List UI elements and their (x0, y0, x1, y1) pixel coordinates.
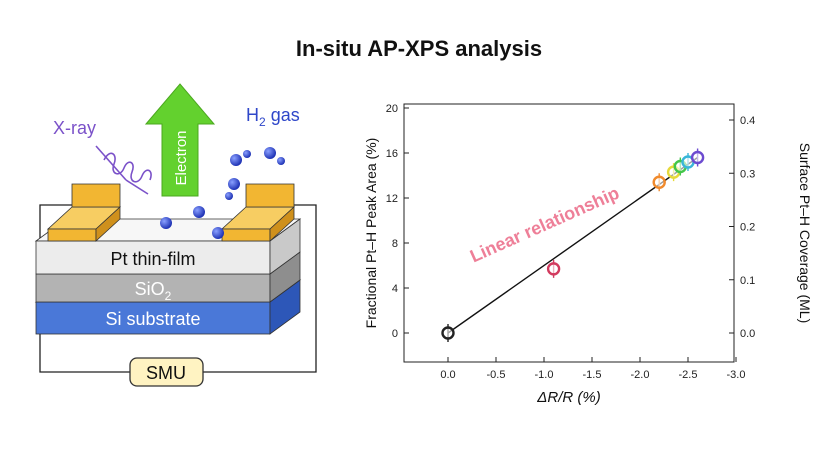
x-tick-label: 0.0 (440, 369, 455, 381)
si-substrate-label: Si substrate (105, 309, 200, 329)
x-axis-label: ΔR/R (%) (536, 389, 600, 406)
y-left-tick-label: 20 (386, 103, 398, 115)
data-point (441, 326, 455, 340)
y-axis-right-label: Surface Pt–H Coverage (ML) (797, 143, 813, 324)
y-left-tick-label: 12 (386, 193, 398, 205)
x-axis: 0.0 -0.5 -1.0 -1.5 -2.0 -2.5 -3.0 (440, 357, 745, 381)
annotation-linear-relationship: Linear relationship (467, 183, 622, 267)
x-tick-label: -2.5 (679, 369, 698, 381)
data-points (441, 148, 705, 342)
x-tick-label: -2.0 (631, 369, 650, 381)
xray-label: X-ray (53, 118, 96, 138)
sio2-label: SiO2 (135, 279, 172, 303)
h2-molecules (160, 147, 285, 239)
smu-box (129, 357, 204, 387)
y-axis-left: 0 4 8 12 16 20 (386, 103, 409, 340)
electron-label: Electron (173, 130, 190, 185)
circuit-wire-right (203, 204, 317, 373)
data-point (652, 175, 666, 189)
y-left-tick-label: 8 (392, 238, 398, 250)
coverage-chart: 0.0 -0.5 -1.0 -1.5 -2.0 -2.5 -3.0 0 4 8 12 16 20 0.… (363, 103, 813, 406)
data-point (690, 150, 705, 165)
plot-frame (403, 103, 735, 363)
left-electrode (46, 183, 122, 242)
y-right-tick-label: 0.4 (740, 115, 755, 127)
xray-beam (95, 145, 152, 195)
x-tick-label: -3.0 (727, 369, 746, 381)
y-axis-right: 0.0 0.1 0.2 0.3 0.4 (729, 115, 755, 340)
y-axis-left-label: Fractional Pt–H Peak Area (%) (363, 138, 379, 329)
smu-label: SMU (146, 363, 186, 383)
h2-gas-label: H2 gas (246, 105, 300, 129)
y-right-tick-label: 0.0 (740, 328, 755, 340)
sio2-layer (35, 251, 301, 303)
y-left-tick-label: 4 (392, 283, 398, 295)
right-electrode (220, 183, 296, 242)
y-right-tick-label: 0.2 (740, 222, 755, 234)
y-right-tick-label: 0.1 (740, 275, 755, 287)
x-tick-label: -0.5 (487, 369, 506, 381)
data-point (546, 262, 561, 276)
x-tick-label: -1.5 (583, 369, 602, 381)
page-title: In-situ AP-XPS analysis (295, 36, 543, 61)
y-left-tick-label: 16 (386, 148, 398, 160)
y-right-tick-label: 0.3 (740, 168, 755, 180)
electron-arrow (144, 83, 216, 197)
device-schematic: Si substrate SiO2 Pt thin-film (34, 83, 317, 387)
x-tick-label: -1.0 (535, 369, 554, 381)
pt-thin-film-label: Pt thin-film (110, 249, 195, 269)
y-left-tick-label: 0 (392, 328, 398, 340)
